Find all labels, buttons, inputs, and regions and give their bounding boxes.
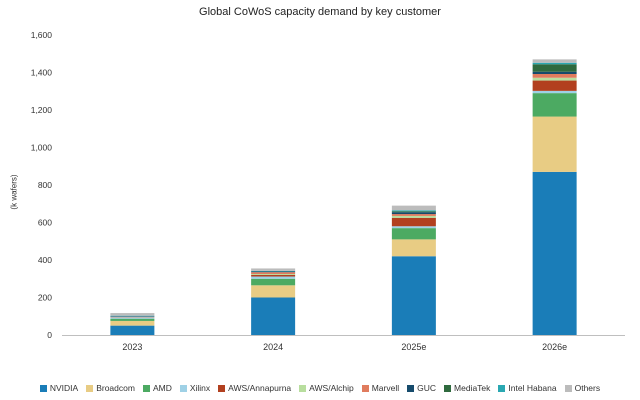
legend-swatch [564,385,572,392]
legend-item: AMD [142,383,172,393]
bar-segment-marvell [110,316,155,318]
legend-label: NVIDIA [49,383,79,393]
y-tick-label: 1,400 [31,68,53,78]
legend-swatch [179,385,187,392]
legend-label: AWS/Annapurna [228,383,292,393]
x-tick-label: 2023 [122,342,142,352]
legend-label: MediaTek [454,383,491,393]
legend-item: GUC [407,383,436,393]
y-tick-label: 200 [38,293,52,303]
legend-label: Broadcom [96,383,135,393]
legend-label: GUC [417,383,437,393]
bar-segment-guc [110,316,155,317]
x-tick-label: 2026e [542,342,567,352]
bar-segment-mediatek [532,64,577,72]
bar-segment-broadcom [532,116,577,172]
bar-segment-amd [110,318,155,321]
bar-segment-broadcom [110,320,155,326]
bar-segment-intel-habana [251,270,296,272]
legend-swatch [444,385,452,392]
bar-segment-intel-habana [532,62,577,65]
legend-swatch [361,385,369,392]
bar-segment-guc [251,271,296,273]
bar-segment-guc [532,71,577,74]
legend-item: Others [564,383,601,393]
bar-segment-amd [251,278,296,286]
bar-segment-xilinx [251,276,296,279]
bar-segment-others [110,313,155,316]
bar-segment-others [391,205,436,211]
legend-item: Intel Habana [498,383,557,393]
legend-label: Others [574,383,601,393]
legend-item: AWS/Annapurna [218,383,291,393]
legend-label: AMD [152,383,172,393]
legend-swatch [142,385,150,392]
y-tick-label: 1,600 [31,30,53,40]
legend-item: Xilinx [179,383,211,393]
y-tick-label: 800 [38,180,52,190]
legend-item: MediaTek [444,383,490,393]
bar-segment-nvidia [251,297,296,335]
legend-label: AWS/Alchip [309,383,354,393]
bar-segment-nvidia [110,325,155,335]
bar-segment-others [251,268,296,271]
legend-label: Marvell [371,383,400,393]
legend-swatch [86,385,94,392]
legend-item: AWS/Alchip [299,383,354,393]
bar-segment-intel-habana [110,315,155,317]
bar-segment-marvell [532,74,577,78]
legend-swatch [498,385,506,392]
chart-legend: NVIDIA Broadcom AMD Xilinx AWS/Annapurna AWS/… [0,383,640,393]
legend-item: Broadcom [86,383,135,393]
y-tick-label: 600 [38,218,52,228]
bar-segment-amd [532,93,577,117]
chart-title: Global CoWoS capacity demand by key cust… [199,6,441,18]
bar-segment-marvell [391,214,436,216]
bar-segment-mediatek [391,211,436,213]
bar-segment-aws-alchip [251,274,296,275]
y-tick-label: 1,200 [31,105,53,115]
legend-swatch [407,385,415,392]
legend-label: Xilinx [189,383,211,393]
bar-segment-nvidia [532,171,577,335]
bar-segment-xilinx [532,90,577,94]
bar-segment-aws-annapurna [391,217,436,227]
bar-segment-marvell [251,272,296,275]
x-tick-label: 2024 [263,342,283,352]
bar-segment-broadcom [251,285,296,298]
bar-segment-aws-annapurna [532,80,577,91]
bar-segment-nvidia [391,256,436,335]
legend-swatch [39,385,47,392]
bar-segment-aws-alchip [391,215,436,218]
bar-segment-others [532,59,577,63]
y-tick-label: 0 [47,330,52,340]
bar-segment-aws-annapurna [251,275,296,277]
legend-item: Marvell [361,383,400,393]
legend-label: Intel Habana [508,383,557,393]
bar-segment-amd [391,228,436,240]
y-tick-label: 400 [38,255,52,265]
y-tick-label: 1,000 [31,143,53,153]
x-tick-label: 2025e [401,342,426,352]
legend-swatch [218,385,226,392]
bar-segment-broadcom [391,239,436,257]
bar-segment-intel-habana [391,210,436,212]
legend-item: NVIDIA [39,383,79,393]
bar-segment-xilinx [110,317,155,319]
bar-segment-xilinx [391,226,436,229]
legend-swatch [299,385,307,392]
bar-segment-aws-alchip [532,77,577,81]
bar-segment-guc [391,212,436,215]
